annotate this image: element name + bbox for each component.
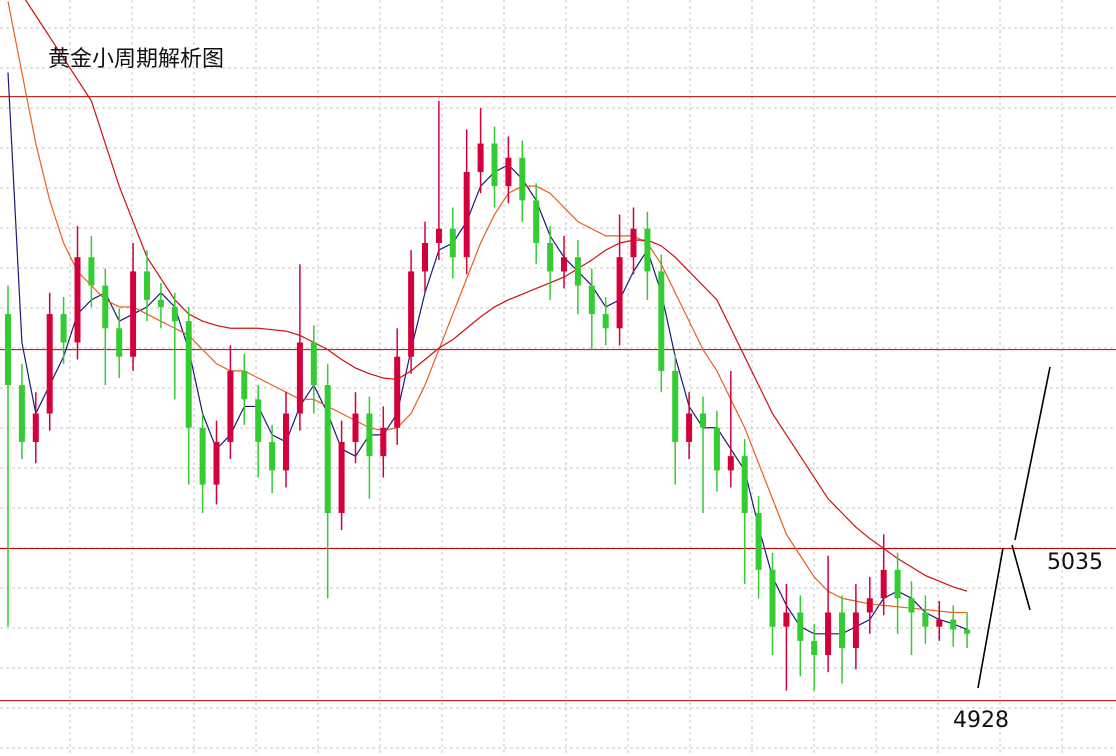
candle-body xyxy=(491,143,498,187)
candle-body xyxy=(755,513,762,570)
candle-body xyxy=(394,356,401,428)
candle-body xyxy=(852,612,859,648)
candle-body xyxy=(241,370,248,400)
candle-body xyxy=(811,640,818,656)
forecast-line xyxy=(1014,366,1051,541)
candle-body xyxy=(157,299,164,307)
forecast-line xyxy=(1011,544,1031,611)
candle-body xyxy=(269,441,276,471)
candle-body xyxy=(588,285,595,315)
candle-body xyxy=(880,569,887,599)
candle-body xyxy=(199,427,206,485)
chart-title: 黄金小周期解析图 xyxy=(48,47,224,72)
candle-body xyxy=(185,321,192,428)
candle-body xyxy=(102,285,109,329)
candle-body xyxy=(324,385,331,513)
candle-body xyxy=(672,370,679,442)
candle-body xyxy=(171,306,178,322)
candle-body xyxy=(574,257,581,286)
candle-body xyxy=(616,257,623,329)
candle-body xyxy=(130,271,137,357)
candle-body xyxy=(116,328,123,357)
candle-body xyxy=(547,243,554,272)
candle-body xyxy=(144,271,150,300)
candle-body xyxy=(741,456,748,513)
candle-body xyxy=(686,413,693,442)
candle-body xyxy=(922,612,929,627)
candle-body xyxy=(60,314,67,343)
candle-body xyxy=(533,200,540,243)
candle-body xyxy=(825,612,832,656)
candle-body xyxy=(380,427,387,457)
candle-body xyxy=(700,413,706,428)
candle-body xyxy=(32,413,39,442)
candle-body xyxy=(658,271,665,371)
candle-body xyxy=(422,243,428,272)
candle-body xyxy=(5,314,11,386)
price-label: 4928 xyxy=(953,708,1009,733)
candle-body xyxy=(783,612,790,627)
moving-average xyxy=(24,0,968,592)
candle-body xyxy=(950,619,957,630)
candles xyxy=(5,100,971,691)
candle-body xyxy=(505,157,512,187)
moving-averages xyxy=(7,0,968,635)
candle-body xyxy=(352,413,359,442)
candle-body xyxy=(227,370,234,442)
candle-body xyxy=(908,598,915,613)
forecast-line xyxy=(977,547,1004,689)
candle-body xyxy=(797,612,804,641)
candle-body xyxy=(561,257,567,272)
candle-body xyxy=(338,441,345,513)
candle-body xyxy=(74,257,81,343)
candle-body xyxy=(296,342,303,414)
candle-body xyxy=(283,413,289,471)
candle-body xyxy=(964,629,971,634)
candle-body xyxy=(88,257,95,286)
candle-body xyxy=(644,228,651,272)
candle-body xyxy=(630,228,637,258)
candle-body xyxy=(449,228,456,258)
candle-body xyxy=(408,271,415,357)
candle-body xyxy=(435,228,442,243)
moving-average xyxy=(7,1,968,614)
candle-body xyxy=(18,385,25,442)
candle-body xyxy=(727,456,734,471)
candle-body xyxy=(46,314,53,414)
candle-body xyxy=(463,171,470,258)
candle-body xyxy=(602,314,609,329)
candle-body xyxy=(477,143,484,172)
moving-average xyxy=(7,72,968,635)
candle-body xyxy=(866,598,873,613)
candle-body xyxy=(713,427,720,471)
candle-body xyxy=(213,441,220,485)
candle-body xyxy=(255,399,262,442)
candle-body xyxy=(936,619,943,627)
price-label: 5035 xyxy=(1047,550,1103,575)
candle-body xyxy=(310,342,317,386)
candle-body xyxy=(769,569,776,627)
candle-body xyxy=(366,413,373,457)
candle-body xyxy=(839,612,845,648)
candle-body xyxy=(519,157,526,201)
forecast-lines xyxy=(977,366,1051,689)
candle-body xyxy=(894,569,901,599)
